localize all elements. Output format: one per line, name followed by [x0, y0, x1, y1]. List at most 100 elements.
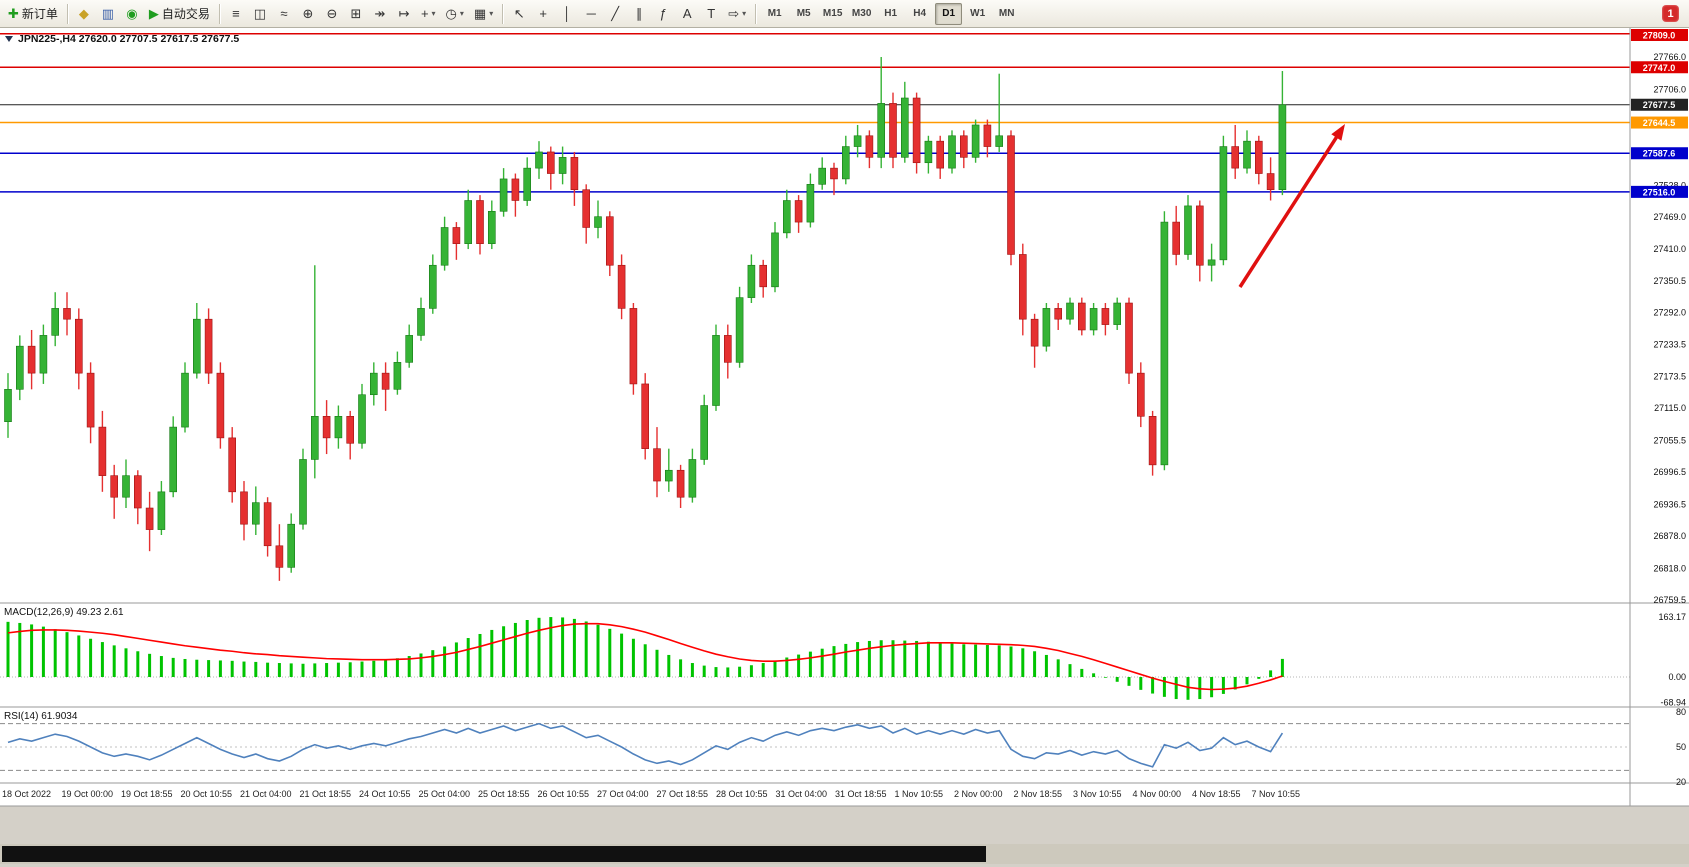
timeframe-h1-button[interactable]: H1: [884, 8, 898, 19]
bar-chart-button[interactable]: ≡: [225, 3, 247, 25]
timeframe-m15-button[interactable]: M15: [822, 8, 843, 19]
price-axis[interactable]: 27766.027706.027647.027587.527528.027469…: [1653, 52, 1686, 787]
candlestick-series: [4, 57, 1287, 581]
price-tick-label: 27766.0: [1653, 52, 1686, 62]
level-lines[interactable]: [0, 33, 1630, 193]
trend-arrow-annotation[interactable]: [1238, 124, 1345, 288]
auto-scroll-button[interactable]: ↠: [369, 3, 391, 25]
templates-icon: ▦: [473, 6, 487, 21]
candle-body: [747, 264, 756, 298]
rsi-panel[interactable]: [0, 722, 1630, 771]
rsi-tick-label: 80: [1676, 707, 1686, 717]
text-label-button[interactable]: T: [700, 3, 722, 25]
candle-body: [794, 200, 803, 223]
toolbar-separator: [502, 3, 504, 24]
dropdown-caret-icon: ▾: [431, 9, 436, 18]
notification-badge[interactable]: 1: [1662, 5, 1679, 22]
candle-body: [676, 469, 685, 498]
horizontal-line-button[interactable]: ─: [580, 3, 602, 25]
candle-body: [735, 297, 744, 363]
price-tick-label: 27350.5: [1653, 276, 1686, 286]
candle-body: [98, 426, 107, 476]
time-tick-label: 19 Oct 18:55: [121, 789, 173, 799]
zoom-out-button[interactable]: ⊖: [321, 3, 343, 25]
tile-windows-button[interactable]: ⊞: [345, 3, 367, 25]
templates-button[interactable]: ▦ ▾: [470, 3, 497, 25]
zoom-in-button[interactable]: ⊕: [297, 3, 319, 25]
toolbar-separator: [66, 3, 68, 24]
vertical-line-button[interactable]: │: [556, 3, 578, 25]
candle-body: [889, 103, 897, 158]
profiles-button[interactable]: ◆: [73, 3, 95, 25]
candle-body: [369, 372, 378, 396]
candle-body: [523, 167, 532, 201]
periods-button[interactable]: ◷ ▾: [442, 3, 468, 25]
candle-body: [971, 124, 980, 158]
candle-body: [1160, 221, 1169, 466]
candle-body: [771, 232, 779, 288]
price-tick-label: 27292.0: [1653, 308, 1686, 318]
timeframe-w1-button[interactable]: W1: [970, 8, 986, 19]
arrowhead-icon: [1331, 124, 1345, 141]
time-tick-label: 19 Oct 00:00: [62, 789, 114, 799]
candle-body: [1137, 372, 1145, 417]
text-button[interactable]: A: [676, 3, 698, 25]
candle-body: [487, 210, 496, 244]
price-tick-label: 27173.5: [1653, 372, 1686, 382]
bar-chart-icon: ≡: [232, 6, 240, 21]
candle-body: [1018, 254, 1027, 320]
price-tick-label: 27410.0: [1653, 244, 1686, 254]
crosshair-button[interactable]: +: [532, 3, 554, 25]
chart-canvas[interactable]: 27766.027706.027647.027587.527528.027469…: [0, 28, 1689, 867]
chart-marker-icon[interactable]: [5, 36, 13, 42]
macd-tick-label: 0.00: [1668, 672, 1686, 682]
timeframe-m5-button[interactable]: M5: [796, 8, 811, 19]
time-tick-label: 7 Nov 10:55: [1252, 789, 1301, 799]
candle-body: [511, 178, 520, 201]
candle-body: [1007, 135, 1015, 255]
horizontal-scrollbar[interactable]: [0, 844, 1689, 864]
price-badge: [1631, 61, 1688, 74]
candle-body: [1243, 140, 1251, 169]
main-plot[interactable]: [0, 33, 1630, 581]
time-tick-label: 21 Oct 04:00: [240, 789, 292, 799]
equidistant-channel-button[interactable]: ∥: [628, 3, 650, 25]
candle-body: [1219, 146, 1228, 261]
candle-body: [653, 448, 661, 482]
candlestick-chart-button[interactable]: ◫: [249, 3, 271, 25]
timeframe-mn-button[interactable]: MN: [998, 8, 1015, 19]
arrows-button[interactable]: ⇨ ▾: [724, 3, 750, 25]
signals-button[interactable]: ◉: [121, 3, 143, 25]
timeframe-d1-button[interactable]: D1: [935, 2, 963, 25]
line-chart-button[interactable]: ≈: [273, 3, 295, 25]
new-order-button[interactable]: ✚ 新订单: [4, 3, 62, 25]
price-badge-label: 27747.0: [1643, 63, 1676, 73]
price-tick-label: 26878.0: [1653, 531, 1686, 541]
chart-shift-button[interactable]: ↦: [393, 3, 415, 25]
candle-body: [641, 383, 650, 449]
timeframe-m30-button[interactable]: M30: [851, 8, 872, 19]
price-badge: [1631, 116, 1688, 129]
scrollbar-thumb[interactable]: [2, 846, 986, 862]
charts-grid-button[interactable]: ▥: [97, 3, 119, 25]
auto-trading-button[interactable]: ▶ 自动交易: [145, 3, 214, 25]
indicators-button[interactable]: + ▾: [417, 3, 440, 25]
price-badge-label: 27677.5: [1643, 100, 1676, 110]
timeframe-m1-button[interactable]: M1: [767, 8, 782, 19]
time-tick-label: 21 Oct 18:55: [300, 789, 352, 799]
trendline-button[interactable]: ╱: [604, 3, 626, 25]
rsi-tick-label: 50: [1676, 742, 1686, 752]
auto-trading-label: 自动交易: [161, 7, 210, 21]
time-axis[interactable]: 18 Oct 2022 19 Oct 00:00 19 Oct 18:55 20 Oc…: [2, 789, 1300, 799]
fibonacci-button[interactable]: ƒ: [652, 3, 674, 25]
candle-body: [440, 227, 449, 266]
time-tick-label: 4 Nov 00:00: [1133, 789, 1182, 799]
time-tick-label: 24 Oct 10:55: [359, 789, 411, 799]
candle-body: [664, 469, 673, 482]
price-badge-label: 27809.0: [1643, 31, 1676, 41]
timeframe-h4-button[interactable]: H4: [913, 8, 927, 19]
cursor-icon: ↖: [513, 6, 525, 21]
zoom-in-icon: ⊕: [302, 6, 314, 21]
macd-panel[interactable]: [0, 617, 1630, 700]
cursor-button[interactable]: ↖: [508, 3, 530, 25]
